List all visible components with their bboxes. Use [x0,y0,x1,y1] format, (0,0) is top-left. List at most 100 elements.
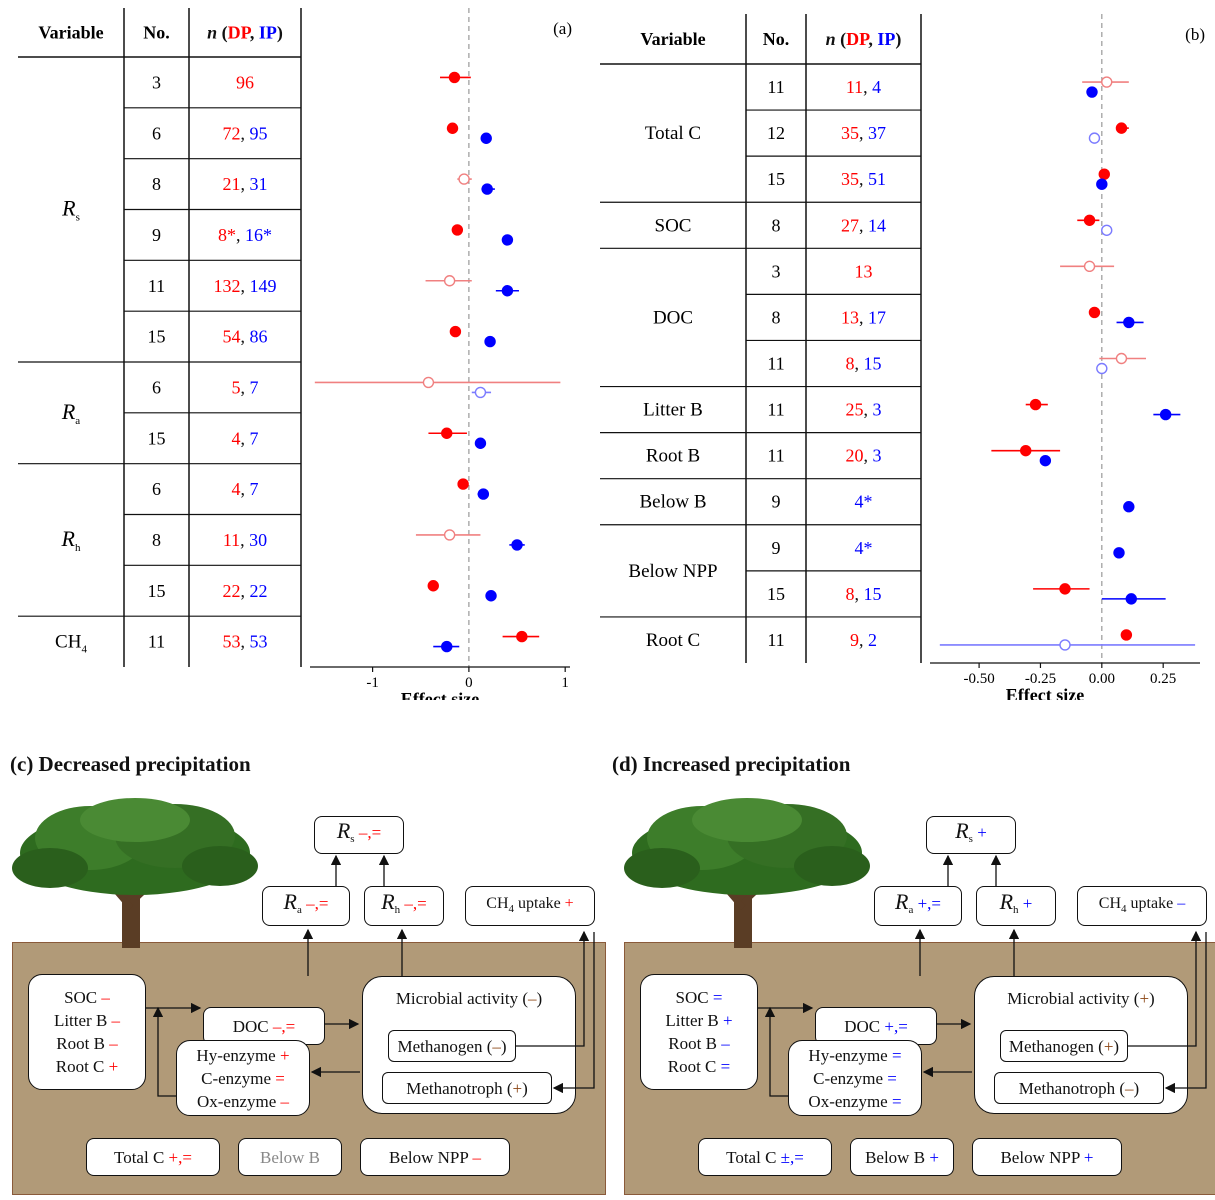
group-label: DOC [653,307,693,328]
item-label: Total C [114,1147,169,1167]
below-npp-label: Below NPP + [1000,1146,1093,1169]
panel-c-title: (c) Decreased precipitation [10,752,251,776]
point-dp [1088,306,1101,319]
ch4-sign: – [1177,894,1186,912]
point-dp [451,224,464,236]
point-ip [484,335,496,348]
group-label: Litter B [643,400,703,421]
point-dp [458,173,470,185]
row-n: 9, 2 [850,630,877,650]
point-dp [422,376,435,389]
row-n: 22, 22 [223,581,268,601]
point-ip [511,539,523,551]
methanogen-close: ) [1113,1036,1120,1056]
item-sign: – [721,1034,730,1053]
group-label: Ra [61,399,80,427]
item-label: C-enzyme [813,1068,888,1088]
below-b-label: Below B [260,1146,320,1169]
item-sign: = [887,1068,897,1088]
microbial-sign: – [528,989,537,1008]
x-tick-label: 0.25 [1150,671,1176,687]
item-sign: – [111,1011,121,1030]
ch4-tail: uptake [1126,894,1178,912]
enzyme-item: Hy-enzyme + [196,1044,289,1067]
pool-item: Root B – [56,1032,117,1055]
item-label: SOC [64,988,102,1007]
group-label: Root C [646,630,700,651]
point-dp [1083,260,1096,273]
item-label: Litter B [53,1011,112,1030]
microbial-sign: + [1139,989,1150,1008]
group-label: SOC [655,215,692,236]
point-dp [1101,76,1113,88]
below-b-box: Below B [238,1138,342,1176]
total-c-label: Total C ±,= [726,1146,804,1169]
x-tick-label: -0.25 [1025,671,1056,687]
point-dp [1083,214,1096,226]
item-sign: – [280,1091,290,1111]
item-sign: + [929,1147,939,1167]
ra-symbol: R [283,889,297,914]
row-n: 20, 3 [846,446,882,466]
row-no: 15 [767,584,785,604]
row-n: 13, 17 [841,307,886,327]
soil-pools-box: SOC = Litter B + Root B – Root C = [640,974,758,1090]
item-sign: ±,= [780,1147,804,1167]
ra-label: Ra –,= [284,890,329,922]
row-no: 8 [152,174,161,194]
point-ip [1096,362,1108,375]
x-tick-label: 0 [465,675,473,691]
x-tick-label: -1 [366,675,379,691]
rs-box: Rs –,= [314,816,404,854]
item-sign: + [723,1011,733,1030]
rh-sign: –,= [400,894,427,913]
header-n: n (DP, IP) [207,23,283,44]
item-sign: = [275,1068,285,1088]
enzyme-item: Ox-enzyme = [808,1090,901,1113]
x-axis-label: Effect size [401,689,479,700]
panel-label: (a) [553,19,572,38]
rh-subscript: h [1013,904,1019,916]
item-label: Ox-enzyme [196,1091,281,1111]
point-ip [1039,454,1052,467]
row-no: 15 [148,327,166,347]
item-label: Below B [865,1147,930,1167]
item-label: SOC [675,988,713,1007]
item-sign: + [1083,1147,1094,1167]
x-tick-label: 0.00 [1089,671,1115,687]
point-ip [501,234,514,246]
row-no: 11 [148,276,165,296]
point-dp [1115,352,1128,365]
header-variable: Variable [640,29,705,49]
methanotroph-text: Methanotroph ( [406,1078,513,1098]
item-label: C-enzyme [201,1068,276,1088]
below-npp-label: Below NPP – [389,1146,481,1169]
point-ip [1096,178,1108,190]
item-sign: –,= [272,1016,296,1036]
row-no: 3 [152,72,161,92]
row-n: 96 [236,72,254,92]
point-dp [446,122,459,134]
item-label: Below NPP [1000,1147,1084,1167]
methanotroph-label: Methanotroph (+) [406,1077,528,1100]
ch4-uptake-box: CH4 uptake + [465,886,595,926]
rs-sign: + [972,823,987,842]
enzymes-box: Hy-enzyme = C-enzyme = Ox-enzyme = [788,1040,922,1116]
row-no: 9 [152,225,161,245]
ra-box: Ra –,= [262,886,350,926]
row-no: 11 [148,632,165,652]
rs-subscript: s [350,833,355,845]
row-n: 11, 4 [846,77,881,97]
point-dp [1020,444,1032,457]
item-label: Root C [667,1057,721,1076]
row-no: 9 [772,538,781,558]
row-n: 27, 14 [841,215,886,235]
point-ip [1125,593,1137,605]
x-axis-label: Effect size [1006,685,1084,700]
rh-box: Rh –,= [364,886,444,926]
pool-item: Root C = [668,1055,731,1078]
row-n: 25, 3 [846,400,882,420]
below-b-label: Below B + [865,1146,939,1169]
methanotroph-text: Methanotroph ( [1018,1078,1126,1098]
item-label: Root B [56,1034,110,1053]
